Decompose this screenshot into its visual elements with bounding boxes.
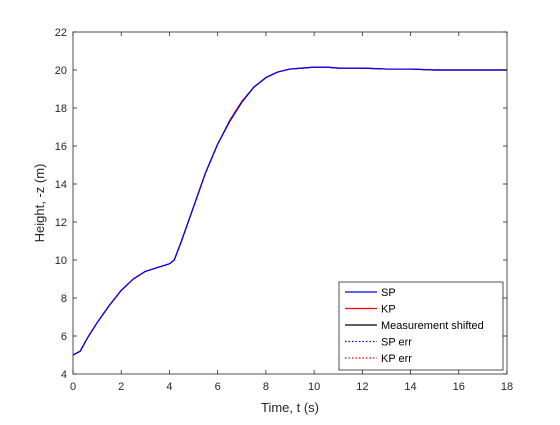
- y-tick-label: 4: [61, 369, 67, 381]
- legend-label: SP: [381, 287, 396, 299]
- legend-label: SP err: [381, 337, 412, 349]
- y-tick-label: 14: [55, 179, 67, 191]
- y-tick-label: 20: [55, 65, 67, 77]
- y-tick-label: 12: [55, 217, 67, 229]
- y-tick-label: 16: [55, 141, 67, 153]
- x-tick-label: 10: [308, 381, 320, 393]
- legend-label: KP: [381, 304, 396, 316]
- x-tick-label: 18: [501, 381, 513, 393]
- x-tick-label: 16: [453, 381, 465, 393]
- series-layer: [72, 66, 507, 356]
- x-tick-label: 6: [215, 381, 221, 393]
- legend-box: [338, 281, 504, 371]
- x-tick-label: 14: [404, 381, 416, 393]
- y-tick-label: 22: [55, 27, 67, 39]
- y-axis-title: Height, -z (m): [32, 164, 47, 243]
- tick-layer: 0 2 4 6 8 10 12 14 16 18 4 6 8 10 12 14 16 18 20 22: [55, 27, 513, 393]
- legend-label: KP err: [381, 353, 412, 365]
- x-tick-label: 8: [263, 381, 269, 393]
- x-tick-label: 2: [118, 381, 124, 393]
- y-tick-label: 18: [55, 103, 67, 115]
- y-tick-label: 8: [61, 293, 67, 305]
- legend-label: Measurement shifted: [381, 320, 484, 332]
- x-tick-label: 12: [356, 381, 368, 393]
- y-tick-label: 6: [61, 331, 67, 343]
- x-axis-title: Time, t (s): [261, 400, 319, 415]
- x-tick-label: 4: [166, 381, 172, 393]
- x-tick-label: 0: [70, 381, 76, 393]
- axes-box: [72, 31, 508, 375]
- y-tick-label: 10: [55, 255, 67, 267]
- series-line-sp: [72, 66, 507, 356]
- legend: SP KP Measurement shifted SP err KP err: [338, 281, 504, 371]
